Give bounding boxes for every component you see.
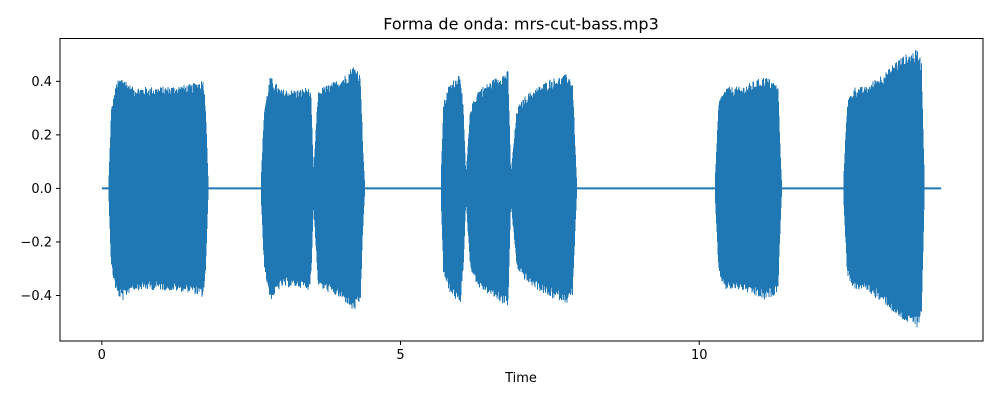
waveform-segment — [715, 77, 782, 300]
waveform-segment — [511, 74, 577, 303]
waveform-series — [101, 50, 942, 328]
axes: 0 5 10 −0.4 −0.2 0.0 0.2 0.4 — [20, 75, 707, 363]
chart-title: Forma de onda: mrs-cut-bass.mp3 — [383, 15, 659, 34]
plot-frame — [59, 38, 984, 342]
waveform-segment — [466, 71, 512, 306]
waveform-segment — [441, 75, 467, 302]
x-tick-label: 10 — [691, 348, 708, 363]
waveform-segment — [261, 77, 314, 299]
waveform-segment — [108, 80, 209, 300]
y-tick-label: −0.2 — [20, 235, 52, 250]
y-tick-label: 0.2 — [31, 128, 52, 143]
y-tick-label: 0.0 — [31, 182, 52, 197]
waveform-segment — [313, 67, 365, 309]
y-tick-label: −0.4 — [20, 289, 52, 304]
x-axis-label: Time — [504, 371, 537, 386]
x-tick-label: 5 — [396, 348, 404, 363]
y-tick-label: 0.4 — [31, 75, 52, 90]
x-tick-label: 0 — [98, 348, 106, 363]
waveform-segment — [843, 50, 925, 328]
